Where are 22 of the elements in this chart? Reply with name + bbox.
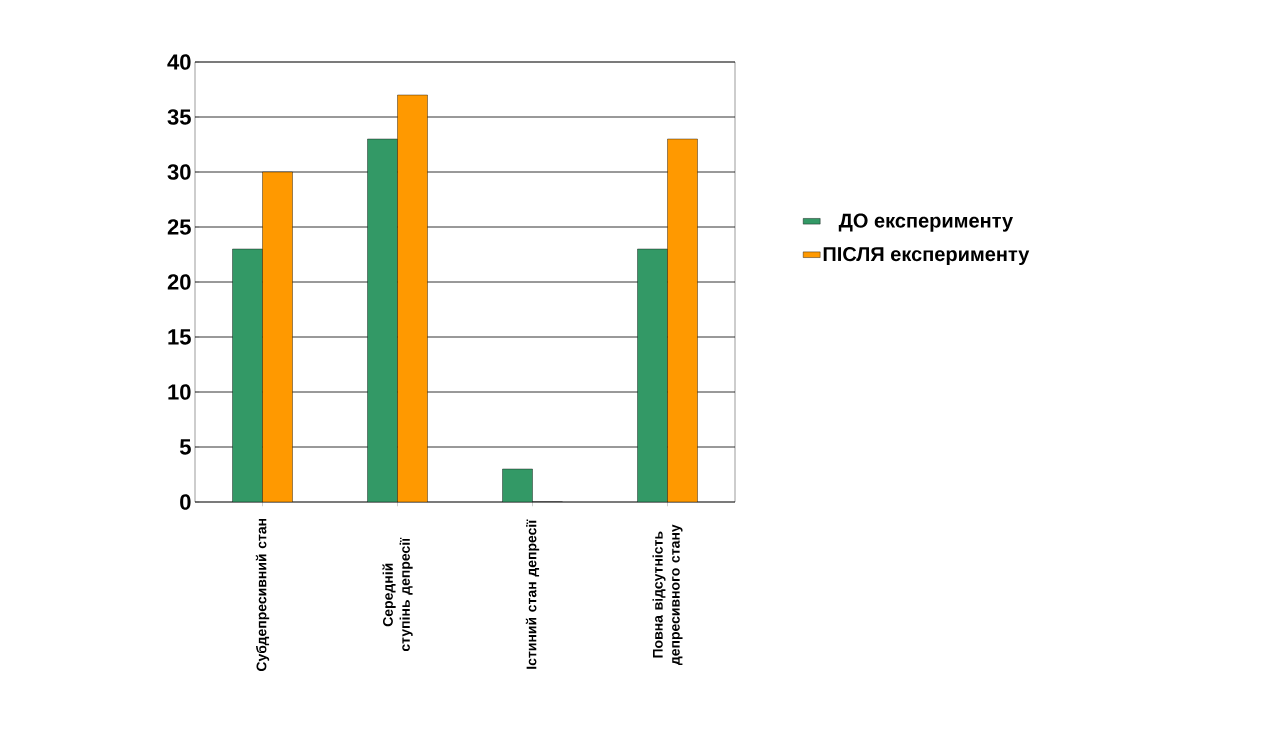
- x-tick-label: Істиний стан депресії: [525, 519, 540, 669]
- bar: [502, 468, 533, 502]
- y-tick-label: 20: [167, 274, 191, 290]
- y-tick-label: 25: [167, 219, 191, 235]
- bar: [367, 138, 398, 502]
- bar: [262, 171, 293, 502]
- legend-label: ДО експерименту: [838, 213, 1013, 232]
- x-tick-label: Субдепресивний стан: [255, 518, 270, 672]
- bar: [637, 248, 668, 502]
- y-tick-label: 5: [179, 439, 191, 455]
- bar: [397, 94, 428, 502]
- legend-label: ПІСЛЯ експерименту: [823, 246, 1030, 266]
- y-tick-label: 10: [168, 384, 191, 400]
- bar: [232, 248, 263, 502]
- y-tick-label: 30: [167, 164, 191, 180]
- y-tick-label: 15: [168, 329, 191, 345]
- x-tick-label: Повна відсутність депресивного стану: [652, 524, 683, 666]
- bar: [667, 138, 698, 502]
- x-tick-label: Середній ступінь депресії: [382, 537, 413, 652]
- y-tick-label: 40: [167, 54, 191, 70]
- y-tick-label: 35: [167, 109, 191, 125]
- y-tick-label: 0: [180, 494, 191, 510]
